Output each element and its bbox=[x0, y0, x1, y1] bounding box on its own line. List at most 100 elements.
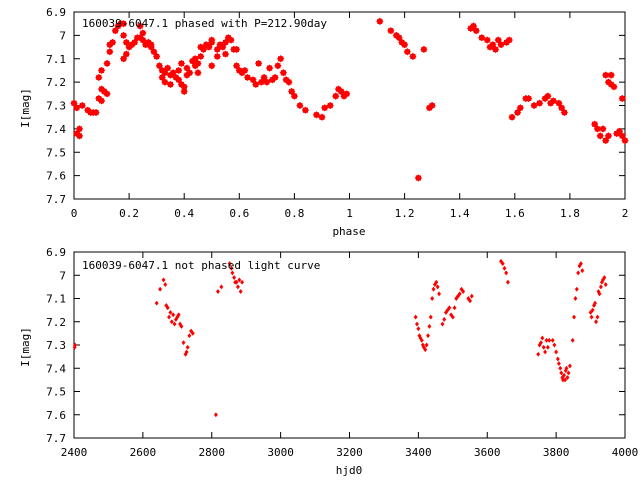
phased-data-point bbox=[194, 69, 202, 77]
unphased-ytick-label: 7.1 bbox=[46, 293, 66, 306]
phased-xtick-label: 0.4 bbox=[174, 207, 194, 220]
unphased-xtick-label: 2800 bbox=[199, 446, 226, 459]
unphased-data-point bbox=[424, 342, 429, 348]
phased-data-point bbox=[97, 66, 106, 75]
phased-xtick-label: 1.6 bbox=[505, 207, 525, 220]
unphased-data-point bbox=[562, 372, 567, 378]
phased-xtick-label: 0.6 bbox=[229, 207, 249, 220]
phased-data-point bbox=[610, 83, 618, 91]
phased-data-point bbox=[593, 125, 602, 133]
phased-xtick-label: 0 bbox=[71, 207, 78, 220]
unphased-plot-ylabel: I[mag] bbox=[19, 327, 32, 367]
phased-data-point bbox=[213, 52, 221, 61]
unphased-data-point bbox=[468, 298, 473, 304]
unphased-data-point bbox=[187, 333, 192, 339]
unphased-data-point bbox=[73, 342, 78, 348]
phased-data-point bbox=[491, 45, 500, 53]
phased-data-point bbox=[403, 48, 411, 56]
unphased-data-point bbox=[570, 337, 575, 343]
unphased-data-point bbox=[185, 344, 190, 350]
unphased-ytick-label: 6.9 bbox=[46, 246, 66, 259]
unphased-data-point bbox=[578, 261, 583, 267]
unphased-data-point bbox=[580, 268, 585, 274]
phased-data-point bbox=[177, 59, 186, 68]
unphased-data-point bbox=[590, 307, 595, 313]
unphased-xtick-label: 2600 bbox=[130, 446, 157, 459]
phased-data-point bbox=[103, 90, 111, 98]
unphased-data-point bbox=[234, 279, 239, 285]
unphased-plot-title: 160039-6047.1 not phased light curve bbox=[82, 259, 320, 272]
phased-xtick-label: 0.8 bbox=[284, 207, 304, 220]
phased-xtick-label: 1.2 bbox=[395, 207, 415, 220]
phased-data-point bbox=[139, 29, 147, 37]
phased-plot-ticks: 0 0.2 0.4 0.6 0.8 1 1.2 1.4 1.6 1.8 2 6.9 7 7.1 7.2 7.3… bbox=[46, 6, 628, 220]
unphased-data-point bbox=[219, 284, 224, 290]
phased-data-point bbox=[301, 106, 310, 114]
unphased-data-point bbox=[602, 275, 607, 281]
unphased-data-point bbox=[158, 286, 163, 292]
unphased-data-point bbox=[190, 330, 195, 336]
unphased-data-point bbox=[550, 337, 555, 343]
unphased-data-point bbox=[565, 375, 570, 381]
phased-data-point bbox=[279, 69, 287, 77]
phased-data-point bbox=[161, 78, 169, 86]
phased-ytick-label: 7.1 bbox=[46, 53, 66, 66]
phased-data-point bbox=[401, 41, 409, 49]
phased-data-point bbox=[549, 97, 557, 105]
phased-data-point bbox=[604, 132, 613, 140]
phased-data-point bbox=[602, 71, 610, 79]
phased-plot-title: 160039-6047.1 phased with P=212.90day bbox=[82, 17, 327, 30]
unphased-xtick-label: 2400 bbox=[61, 446, 88, 459]
unphased-plot: 2400 2600 2800 3000 3200 3400 3600 3800 4000 6.9 7… bbox=[19, 246, 638, 477]
phased-data-point bbox=[175, 66, 183, 75]
phased-data-point bbox=[254, 59, 263, 68]
phased-data-point bbox=[599, 125, 607, 133]
phased-data-point bbox=[560, 108, 568, 117]
unphased-data-point bbox=[598, 284, 603, 290]
unphased-ytick-label: 7 bbox=[59, 269, 66, 282]
phased-xtick-label: 2 bbox=[622, 207, 629, 220]
unphased-data-point bbox=[574, 286, 579, 292]
unphased-data-point bbox=[181, 340, 186, 346]
phased-plot-xlabel: phase bbox=[332, 225, 365, 238]
phased-data-point bbox=[106, 48, 114, 56]
phased-data-point bbox=[166, 80, 175, 89]
phased-data-point bbox=[92, 108, 100, 117]
phased-data-point bbox=[472, 27, 480, 35]
unphased-data-point bbox=[595, 314, 600, 320]
phased-data-point bbox=[409, 52, 417, 61]
phased-data-point bbox=[285, 78, 293, 86]
unphased-data-point bbox=[540, 335, 545, 341]
unphased-data-point bbox=[567, 363, 572, 369]
unphased-data-point bbox=[594, 319, 599, 325]
unphased-data-point bbox=[450, 314, 455, 320]
phased-data-point bbox=[78, 101, 86, 110]
phased-data-point bbox=[197, 52, 205, 61]
unphased-plot-xlabel: hjd0 bbox=[336, 464, 363, 477]
phased-data-point bbox=[326, 101, 334, 110]
phased-ytick-label: 7.2 bbox=[46, 76, 66, 89]
phased-ytick-label: 7.7 bbox=[46, 193, 66, 206]
phased-data-point bbox=[271, 73, 279, 82]
unphased-ytick-label: 7.3 bbox=[46, 339, 66, 352]
unphased-data-point bbox=[442, 316, 447, 322]
phased-data-point bbox=[97, 97, 106, 105]
unphased-data-point bbox=[505, 279, 510, 285]
phased-data-point bbox=[103, 59, 111, 68]
unphased-data-point bbox=[576, 270, 581, 276]
phased-data-point bbox=[266, 64, 274, 72]
unphased-data-point bbox=[413, 314, 418, 320]
unphased-ytick-label: 7.4 bbox=[46, 362, 66, 375]
unphased-xtick-label: 3400 bbox=[405, 446, 432, 459]
unphased-data-point bbox=[502, 265, 507, 271]
unphased-data-point bbox=[440, 321, 445, 327]
unphased-data-point bbox=[235, 284, 240, 290]
unphased-data-point bbox=[538, 340, 543, 346]
phased-data-point bbox=[119, 55, 128, 63]
phased-data-point bbox=[321, 104, 329, 112]
phased-data-point bbox=[252, 80, 260, 89]
phased-data-point bbox=[243, 73, 252, 82]
unphased-data-point bbox=[213, 412, 218, 418]
unphased-data-point bbox=[238, 289, 243, 295]
